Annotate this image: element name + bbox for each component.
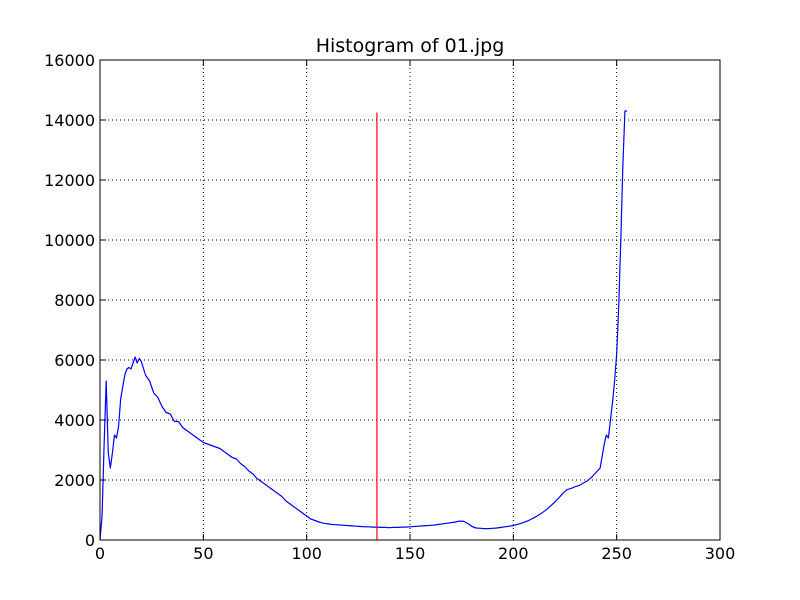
x-tick-label: 0 <box>95 544 105 563</box>
series-layer <box>99 110 627 541</box>
y-axis: 0 2000 4000 6000 8000 10000 12000 14000 16000 <box>44 51 720 550</box>
chart-title: Histogram of 01.jpg <box>316 35 505 57</box>
histogram-line <box>99 110 627 541</box>
y-tick-label: 12000 <box>44 171 95 190</box>
y-tick-label: 0 <box>85 531 95 550</box>
y-tick-label: 10000 <box>44 231 95 250</box>
x-tick-label: 200 <box>498 544 529 563</box>
x-tick-label: 250 <box>601 544 632 563</box>
y-tick-label: 16000 <box>44 51 95 70</box>
x-tick-label: 300 <box>705 544 736 563</box>
y-tick-label: 4000 <box>54 411 95 430</box>
x-tick-label: 100 <box>291 544 322 563</box>
x-tick-label: 50 <box>193 544 213 563</box>
x-tick-label: 150 <box>395 544 426 563</box>
y-tick-label: 6000 <box>54 351 95 370</box>
y-tick-label: 14000 <box>44 111 95 130</box>
x-axis: 0 50 100 150 200 250 300 <box>95 60 735 563</box>
y-tick-label: 2000 <box>54 471 95 490</box>
y-tick-label: 8000 <box>54 291 95 310</box>
